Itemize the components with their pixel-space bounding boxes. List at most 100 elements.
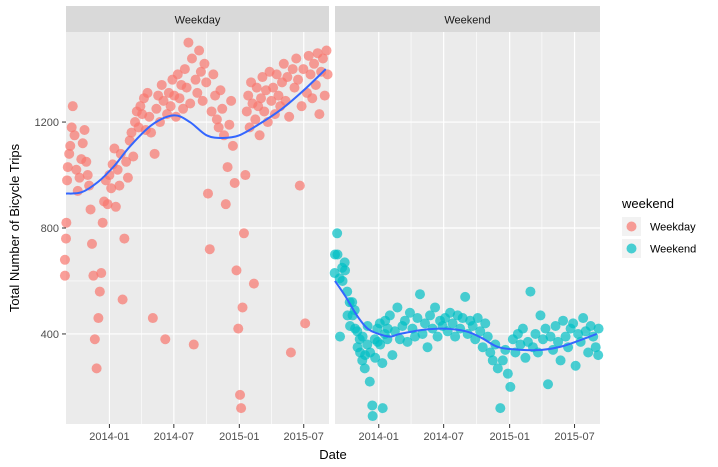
data-point bbox=[530, 328, 541, 339]
data-point bbox=[296, 101, 307, 112]
data-point bbox=[238, 228, 249, 239]
legend-label: Weekend bbox=[650, 244, 696, 256]
legend-label: Weekday bbox=[650, 222, 696, 234]
data-point bbox=[520, 352, 531, 363]
data-point bbox=[97, 217, 108, 228]
data-point bbox=[394, 334, 405, 345]
data-point bbox=[430, 302, 441, 313]
strip-label-weekend: Weekend bbox=[444, 15, 490, 27]
data-point bbox=[282, 72, 293, 83]
data-point bbox=[319, 90, 330, 101]
data-point bbox=[67, 101, 78, 112]
data-point bbox=[457, 313, 468, 324]
data-point bbox=[560, 331, 571, 342]
data-point bbox=[332, 249, 343, 260]
data-point bbox=[321, 45, 332, 56]
data-point bbox=[226, 95, 237, 106]
panel-weekend: Weekend bbox=[329, 6, 604, 424]
data-point bbox=[414, 289, 425, 300]
data-point bbox=[144, 111, 155, 122]
data-point bbox=[146, 127, 157, 138]
data-point bbox=[224, 119, 235, 130]
data-point bbox=[142, 87, 153, 98]
data-point bbox=[497, 355, 508, 366]
y-tick-label: 400 bbox=[41, 329, 59, 341]
data-point bbox=[392, 302, 403, 313]
data-point bbox=[174, 93, 185, 104]
data-point bbox=[79, 125, 90, 135]
data-point bbox=[550, 321, 561, 331]
data-point bbox=[495, 403, 506, 414]
data-point bbox=[475, 326, 486, 337]
x-axis-weekday: 2014-01 2014-07 2015-01 2015-07 bbox=[89, 424, 324, 443]
data-point bbox=[220, 199, 231, 210]
data-point bbox=[183, 37, 194, 48]
data-point bbox=[74, 172, 85, 183]
legend-title: weekend bbox=[621, 196, 674, 211]
data-point bbox=[502, 368, 513, 379]
data-point bbox=[422, 342, 433, 353]
data-point bbox=[114, 180, 125, 191]
data-point bbox=[149, 148, 160, 159]
data-point bbox=[115, 148, 126, 159]
legend-key-point bbox=[626, 221, 637, 232]
data-point bbox=[417, 328, 428, 339]
strip-background bbox=[66, 6, 329, 32]
data-point bbox=[62, 175, 73, 186]
data-point bbox=[94, 286, 105, 297]
points bbox=[59, 37, 333, 414]
data-point bbox=[472, 313, 483, 324]
data-point bbox=[69, 130, 80, 141]
data-point bbox=[337, 275, 348, 286]
data-point bbox=[217, 103, 228, 114]
data-point bbox=[59, 254, 70, 265]
data-point bbox=[485, 347, 496, 358]
data-point bbox=[254, 130, 265, 141]
data-point bbox=[553, 336, 564, 347]
data-point bbox=[206, 106, 217, 117]
data-point bbox=[62, 162, 73, 173]
data-point bbox=[303, 50, 314, 61]
data-point bbox=[128, 151, 139, 162]
data-point bbox=[257, 72, 268, 83]
x-tick-label: 2014-01 bbox=[89, 431, 129, 443]
data-point bbox=[243, 90, 254, 101]
strip-background bbox=[335, 6, 600, 32]
panel-weekday: Weekday bbox=[59, 6, 333, 424]
data-point bbox=[537, 334, 548, 345]
smooth-line bbox=[334, 280, 598, 352]
data-point bbox=[82, 170, 93, 181]
data-point bbox=[558, 315, 569, 326]
legend-item-weekend: Weekend bbox=[622, 239, 696, 258]
data-point bbox=[487, 355, 498, 366]
smooth-line bbox=[65, 68, 327, 195]
data-point bbox=[322, 69, 333, 80]
data-point bbox=[211, 114, 222, 125]
data-point bbox=[229, 177, 240, 188]
data-point bbox=[199, 58, 210, 69]
data-point bbox=[357, 331, 368, 342]
y-axis: 400 800 1200 bbox=[35, 117, 66, 341]
data-point bbox=[235, 389, 246, 400]
data-point bbox=[126, 127, 137, 138]
data-point bbox=[192, 87, 203, 98]
data-point bbox=[156, 79, 167, 90]
x-axis-weekend: 2014-01 2014-07 2015-01 2015-07 bbox=[359, 424, 595, 443]
data-point bbox=[314, 109, 325, 120]
data-point bbox=[467, 321, 478, 331]
data-point bbox=[298, 64, 309, 75]
data-point bbox=[384, 310, 395, 321]
legend-key-point bbox=[626, 243, 637, 254]
data-point bbox=[160, 334, 171, 345]
data-point bbox=[268, 82, 279, 93]
x-tick-label: 2014-07 bbox=[423, 431, 463, 443]
data-point bbox=[86, 238, 97, 249]
y-tick-label: 800 bbox=[41, 223, 59, 235]
data-point bbox=[147, 313, 158, 324]
data-point bbox=[593, 323, 604, 334]
data-point bbox=[545, 331, 556, 342]
data-point bbox=[178, 103, 189, 114]
data-point bbox=[309, 58, 320, 69]
data-point bbox=[291, 53, 302, 64]
